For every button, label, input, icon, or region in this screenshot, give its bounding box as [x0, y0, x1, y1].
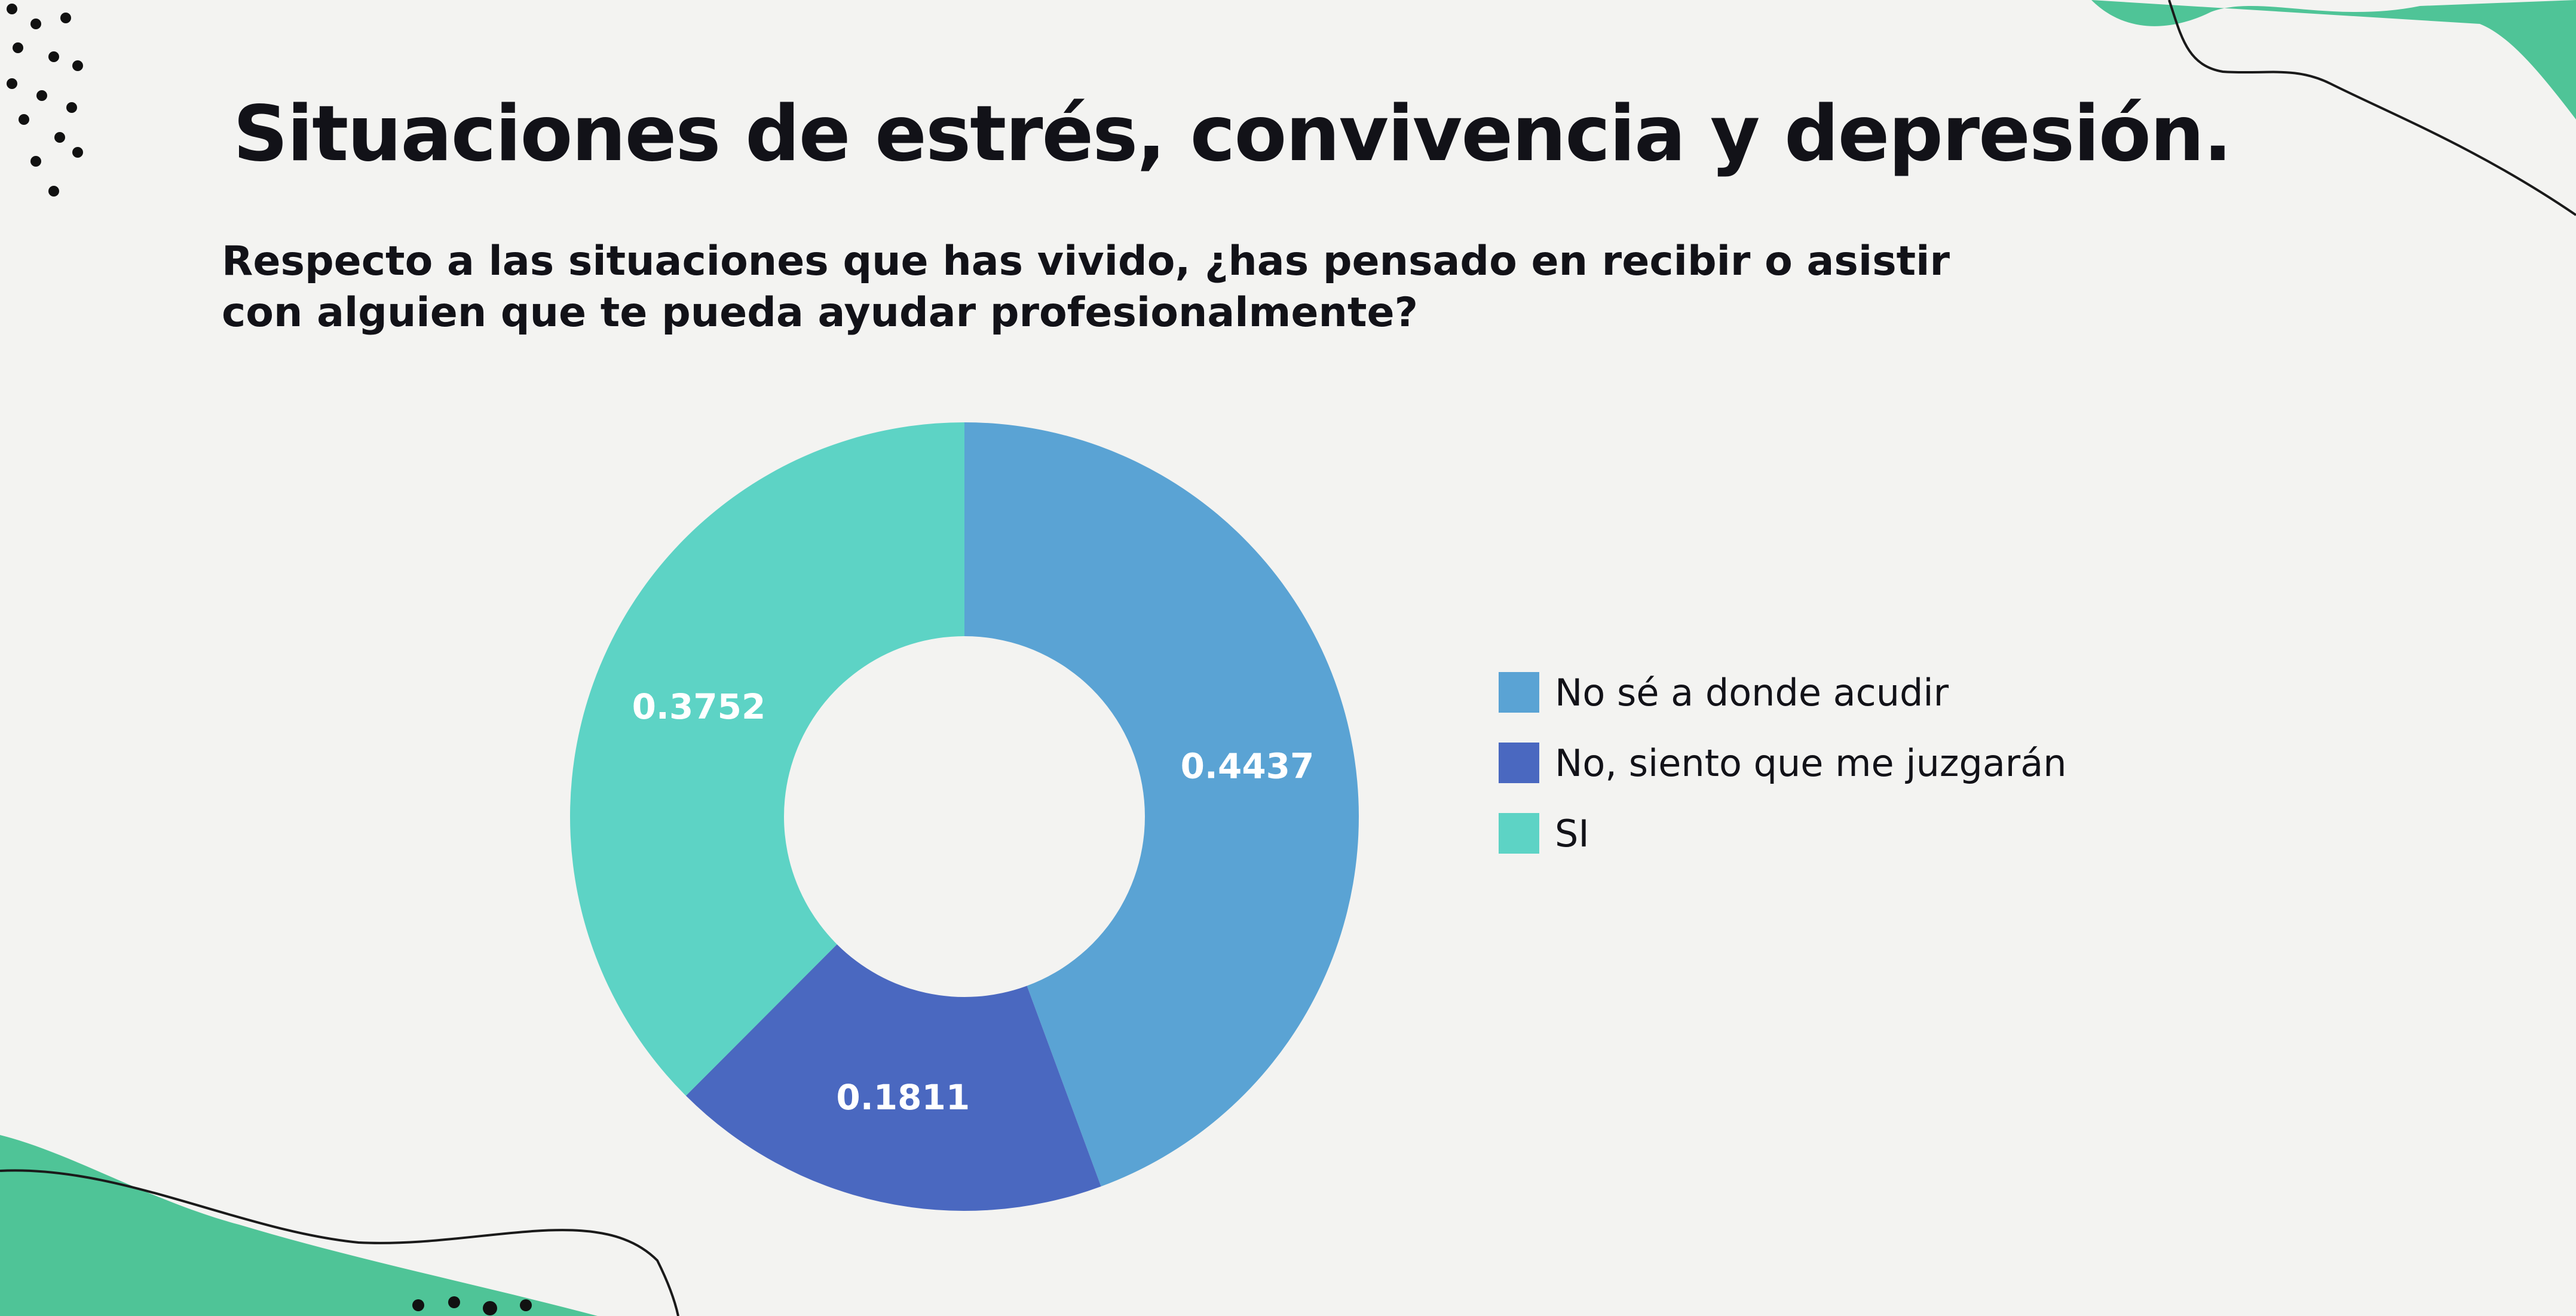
legend-swatch — [1499, 743, 1539, 783]
green-wave-top-right — [2091, 0, 2576, 119]
legend-swatch — [1499, 672, 1539, 713]
donut-slice-0 — [964, 422, 1359, 1187]
chart-legend: No sé a donde acudir No, siento que me ju… — [1499, 657, 2067, 869]
legend-swatch — [1499, 813, 1539, 854]
green-wave-bottom-left — [0, 1135, 598, 1316]
donut-slice-2 — [569, 422, 964, 1096]
slide-title: Situaciones de estrés, convivencia y dep… — [233, 90, 2232, 179]
dot-pattern — [7, 4, 532, 1315]
line-bottom-left — [0, 1169, 679, 1316]
slice-value-label: 0.4437 — [1181, 746, 1315, 786]
legend-label: No sé a donde acudir — [1555, 670, 1949, 714]
legend-item: SI — [1499, 798, 2067, 869]
chart-question: Respecto a las situaciones que has vivid… — [222, 238, 1950, 336]
legend-label: SI — [1555, 811, 1589, 855]
donut-slice-1 — [685, 944, 1101, 1211]
legend-item: No sé a donde acudir — [1499, 657, 2067, 728]
line-top-right — [2168, 0, 2576, 216]
legend-label: No, siento que me juzgarán — [1555, 741, 2067, 785]
legend-item: No, siento que me juzgarán — [1499, 728, 2067, 798]
slice-value-label: 0.3752 — [632, 686, 766, 727]
slice-value-label: 0.1811 — [836, 1077, 970, 1118]
